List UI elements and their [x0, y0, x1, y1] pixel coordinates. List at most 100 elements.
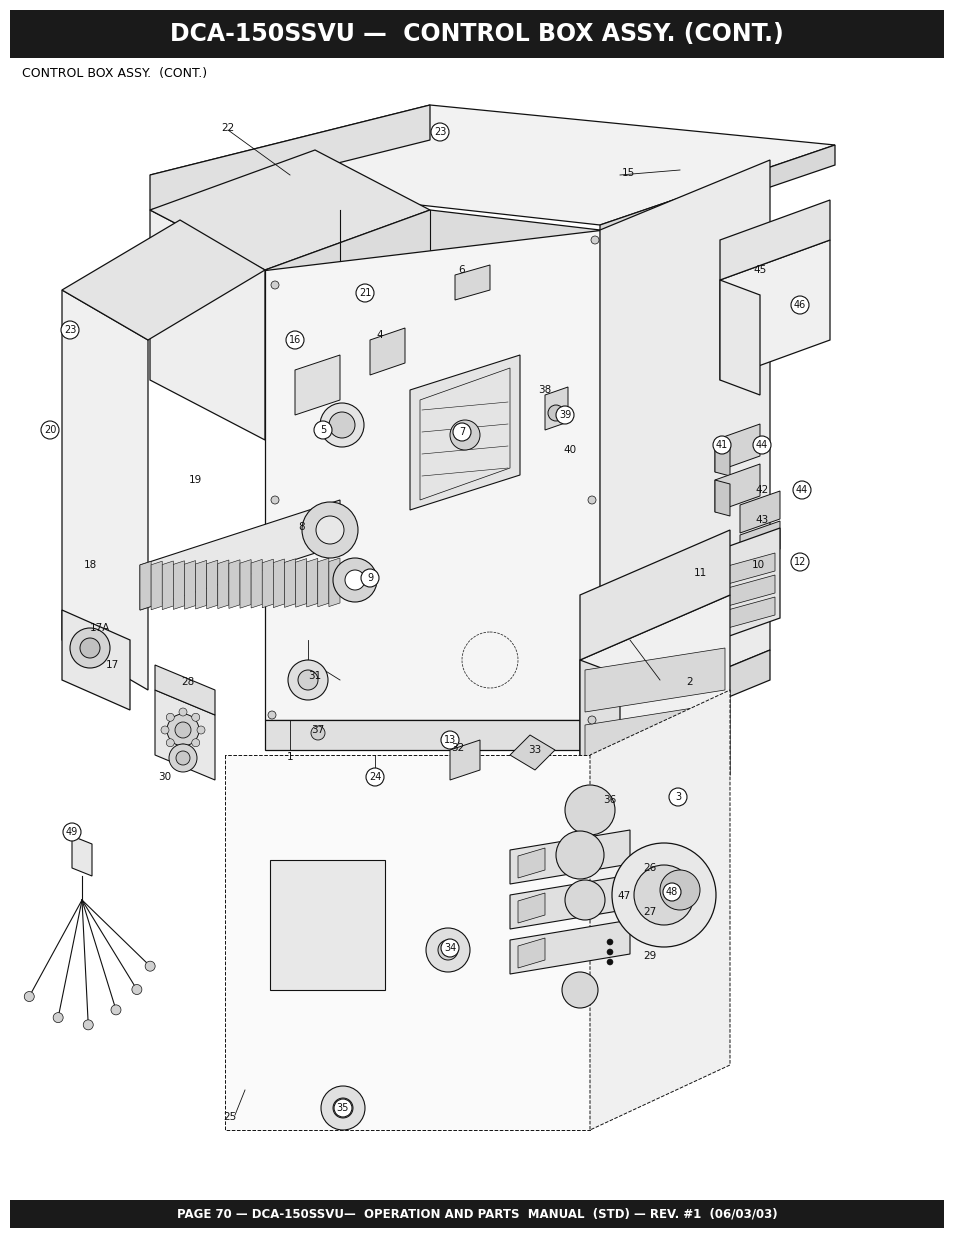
- Text: 9: 9: [367, 573, 373, 583]
- Text: 31: 31: [308, 671, 321, 680]
- Text: 44: 44: [795, 485, 807, 495]
- Polygon shape: [714, 424, 760, 472]
- Text: 39: 39: [558, 410, 571, 420]
- Polygon shape: [584, 758, 724, 823]
- Text: 4: 4: [376, 330, 383, 340]
- Bar: [270, 860, 385, 990]
- Polygon shape: [517, 893, 544, 923]
- Circle shape: [556, 831, 603, 879]
- Text: 20: 20: [44, 425, 56, 435]
- Polygon shape: [714, 480, 729, 516]
- Polygon shape: [207, 561, 217, 609]
- Polygon shape: [450, 740, 479, 781]
- Polygon shape: [154, 690, 214, 781]
- Polygon shape: [150, 105, 430, 210]
- Circle shape: [360, 569, 378, 587]
- Circle shape: [111, 1005, 121, 1015]
- Text: 8: 8: [298, 522, 305, 532]
- Text: 6: 6: [458, 266, 465, 275]
- Circle shape: [431, 124, 449, 141]
- Circle shape: [662, 883, 680, 902]
- Polygon shape: [62, 610, 130, 710]
- Circle shape: [366, 768, 384, 785]
- Polygon shape: [265, 230, 599, 720]
- Circle shape: [24, 992, 34, 1002]
- Polygon shape: [510, 830, 629, 884]
- Circle shape: [606, 939, 613, 945]
- Circle shape: [329, 412, 355, 438]
- Polygon shape: [714, 464, 760, 513]
- Polygon shape: [510, 735, 555, 769]
- Polygon shape: [317, 558, 329, 606]
- Text: 44: 44: [755, 440, 767, 450]
- Circle shape: [83, 1020, 93, 1030]
- Polygon shape: [370, 329, 405, 375]
- Circle shape: [606, 960, 613, 965]
- Circle shape: [302, 501, 357, 558]
- Text: 26: 26: [642, 863, 656, 873]
- Text: 29: 29: [642, 951, 656, 961]
- Circle shape: [606, 948, 613, 955]
- Polygon shape: [240, 559, 251, 608]
- Polygon shape: [584, 703, 724, 767]
- Circle shape: [145, 961, 155, 971]
- Text: 40: 40: [563, 445, 576, 454]
- Circle shape: [587, 716, 596, 724]
- Circle shape: [790, 296, 808, 314]
- Circle shape: [288, 659, 328, 700]
- Polygon shape: [151, 561, 162, 610]
- Circle shape: [132, 984, 142, 994]
- Circle shape: [41, 421, 59, 438]
- Circle shape: [175, 751, 190, 764]
- Polygon shape: [455, 266, 490, 300]
- Circle shape: [161, 726, 169, 734]
- Text: 27: 27: [642, 906, 656, 918]
- Circle shape: [790, 553, 808, 571]
- Circle shape: [63, 823, 81, 841]
- Circle shape: [314, 421, 332, 438]
- Circle shape: [311, 726, 325, 740]
- Polygon shape: [410, 354, 519, 510]
- Polygon shape: [579, 659, 619, 855]
- Text: 33: 33: [528, 745, 541, 755]
- Polygon shape: [510, 876, 629, 929]
- FancyBboxPatch shape: [10, 1200, 943, 1228]
- Text: 17: 17: [105, 659, 118, 671]
- Text: 35: 35: [336, 1103, 349, 1113]
- Text: DCA-150SSVU —  CONTROL BOX ASSY. (CONT.): DCA-150SSVU — CONTROL BOX ASSY. (CONT.): [170, 22, 783, 46]
- Polygon shape: [162, 561, 173, 610]
- Circle shape: [668, 788, 686, 806]
- Circle shape: [561, 972, 598, 1008]
- Circle shape: [319, 403, 364, 447]
- Text: CONTROL BOX ASSY.  (CONT.): CONTROL BOX ASSY. (CONT.): [22, 68, 207, 80]
- Polygon shape: [695, 597, 774, 637]
- Circle shape: [196, 726, 205, 734]
- Polygon shape: [695, 553, 774, 593]
- Circle shape: [556, 406, 574, 424]
- Polygon shape: [140, 500, 339, 610]
- Text: 41: 41: [715, 440, 727, 450]
- Polygon shape: [599, 161, 769, 720]
- Circle shape: [333, 558, 376, 601]
- Polygon shape: [295, 558, 306, 608]
- Text: 18: 18: [83, 559, 96, 571]
- Polygon shape: [306, 558, 317, 606]
- Circle shape: [587, 496, 596, 504]
- Text: 48: 48: [665, 887, 678, 897]
- Text: 37: 37: [311, 725, 324, 735]
- Circle shape: [752, 436, 770, 454]
- Circle shape: [315, 516, 344, 543]
- Polygon shape: [217, 559, 229, 609]
- Text: 46: 46: [793, 300, 805, 310]
- Circle shape: [334, 1099, 352, 1116]
- Circle shape: [166, 739, 174, 747]
- Polygon shape: [599, 144, 834, 245]
- Text: 22: 22: [221, 124, 234, 133]
- Circle shape: [659, 869, 700, 910]
- Polygon shape: [599, 650, 769, 750]
- Polygon shape: [517, 848, 544, 878]
- Text: 25: 25: [223, 1112, 236, 1123]
- Circle shape: [590, 236, 598, 245]
- Circle shape: [268, 711, 275, 719]
- Circle shape: [192, 739, 199, 747]
